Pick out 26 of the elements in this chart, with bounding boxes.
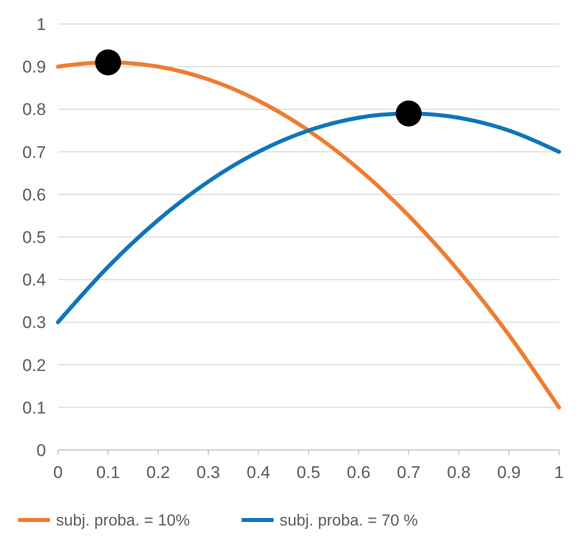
- y-tick-label: 0.2: [22, 356, 46, 375]
- x-tick-label: 0: [53, 463, 63, 482]
- x-tick-label: 0.3: [196, 463, 220, 482]
- y-tick-label: 0.3: [22, 313, 46, 332]
- y-tick-label: 0.6: [22, 185, 46, 204]
- y-tick-label: 0.8: [22, 100, 46, 120]
- x-tick-label: 0.7: [396, 463, 421, 482]
- y-tick-label: 1: [36, 14, 46, 34]
- legend-label: subj. proba. = 10%: [56, 512, 190, 530]
- y-tick-label: 0.1: [22, 398, 46, 418]
- x-tick-label: 0.2: [146, 463, 170, 482]
- x-tick-label: 0.6: [346, 463, 370, 482]
- x-tick-label: 0.5: [296, 463, 320, 482]
- y-tick-label: 0.9: [22, 58, 46, 77]
- x-tick-label: 1: [554, 463, 564, 482]
- line-series: [56, 60, 561, 410]
- x-tick-label: 0.9: [497, 463, 521, 482]
- x-tick-label: 0.1: [96, 463, 120, 482]
- line-series: [56, 111, 561, 324]
- x-tick-label: 0.4: [246, 463, 270, 482]
- y-tick-label: 0.4: [22, 270, 46, 290]
- x-tick-label: 0.8: [446, 463, 471, 482]
- y-tick-label: 0.7: [22, 142, 46, 162]
- legend-label: subj. proba. = 70 %: [280, 512, 418, 530]
- y-tick-label: 0.5: [22, 228, 46, 247]
- y-tick-label: 0: [36, 440, 46, 460]
